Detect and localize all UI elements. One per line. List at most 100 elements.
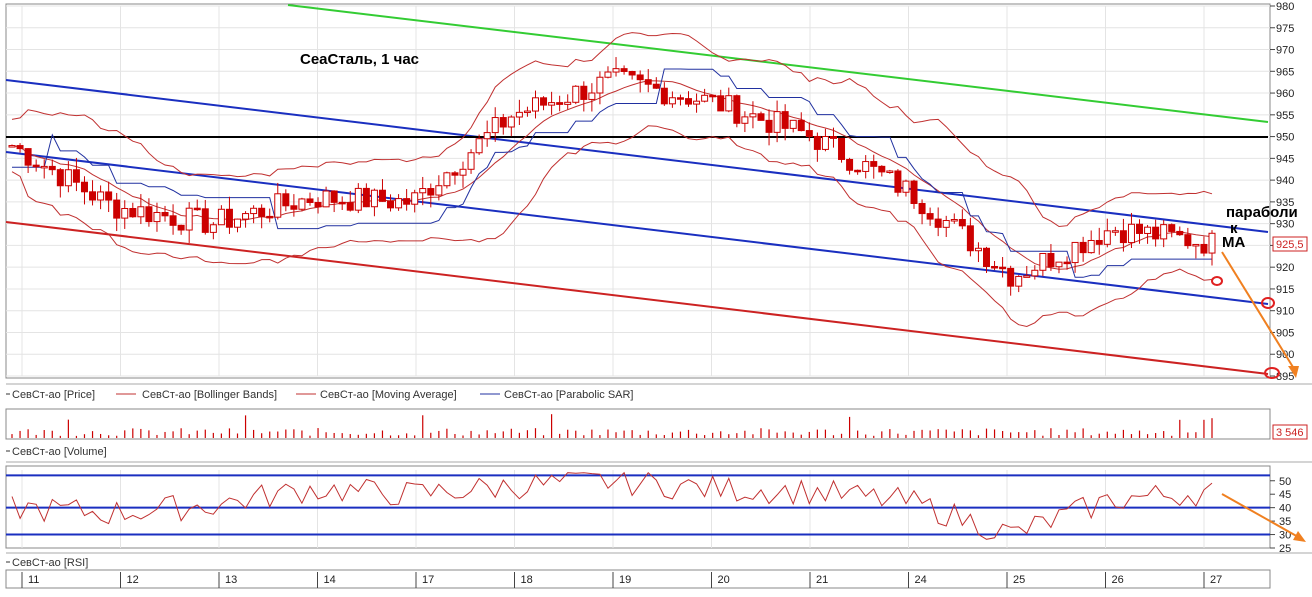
candle-body [403,198,411,205]
candle-body [749,113,757,118]
x-axis-labels: 11 12 13 14 17 18 19 20 21 24 25 26 27 [21,572,1222,588]
x-tick-label: 14 [324,574,336,586]
candle-body [701,94,709,102]
candle-body [8,145,16,148]
candle-body [48,165,56,171]
candle-body [1031,269,1039,277]
x-axis-frame [5,569,1271,589]
last-volume-label: 3 546 [1276,427,1304,439]
candle-body [556,102,564,105]
candle-body [588,92,596,100]
candle-body [338,201,346,205]
candle-body [16,145,24,150]
candle-body [346,202,354,211]
rsi-levels [6,474,1270,536]
candle-body [89,191,97,201]
candle-body [80,181,88,193]
candle-body [258,207,266,217]
candle-body [443,172,451,187]
candle-body [846,158,854,171]
candle-body [378,189,386,202]
candle-body [773,111,781,133]
y-tick-label: 895 [1276,371,1294,383]
candle-body [234,218,242,228]
candle-body [185,207,193,231]
candle-body [483,132,491,140]
candle-body [942,220,950,228]
candle-body [1055,261,1063,268]
candle-body [910,180,918,204]
candle-body [926,213,934,220]
legend-price: СевСт-ао [Price] [12,389,95,401]
price-candles [8,57,1216,296]
volume-panel-frame [5,408,1271,440]
volume-legend: СевСт-ао [Volume] [6,446,107,458]
candle-body [982,247,990,267]
candle-body [693,100,701,105]
candle-body [991,265,999,269]
candle-body [499,117,507,128]
candle-body [145,206,153,223]
candle-body [1119,230,1127,244]
y-tick-label: 955 [1276,110,1294,122]
candle-body [193,207,201,211]
candle-body [789,119,797,129]
candle-body [362,187,370,208]
grid [6,5,1270,548]
candle-body [306,198,314,203]
x-tick-label: 11 [28,574,39,586]
rsi-tick-label: 30 [1279,530,1291,542]
y-tick-label: 965 [1276,66,1294,78]
candle-body [966,225,974,252]
candle-body [1184,234,1192,247]
bollinger-lower [11,125,1213,328]
candle-body [604,71,612,78]
candle-body [652,83,660,89]
rsi-tick-label: 35 [1279,516,1291,528]
candle-body [1063,261,1071,265]
y-tick-label: 950 [1276,132,1294,144]
candle-body [999,266,1007,270]
parabolic-sar [12,68,1212,278]
candle-body [451,172,459,176]
candle-body [612,68,620,73]
candle-body [129,207,137,218]
candle-body [435,185,443,196]
candle-body [161,211,169,217]
price-y-axis: 8959009059109159209259309359409459509559… [1270,1,1294,383]
rsi-legend: СевСт-ао [RSI] [6,557,88,569]
candle-body [209,224,217,233]
x-tick-label: 18 [521,574,533,586]
candle-body [1071,241,1079,264]
candle-body [1087,239,1095,254]
candle-body [1160,224,1168,240]
candle-body [725,95,733,112]
candle-body [411,192,419,205]
candle-body [282,193,290,207]
candle-body [1007,267,1015,287]
candle-body [676,97,684,100]
y-tick-label: 975 [1276,23,1294,35]
candle-body [974,247,982,252]
y-tick-label: 945 [1276,153,1294,165]
x-tick-label: 19 [619,574,631,586]
bollinger-bands [11,32,1213,328]
candle-body [878,165,886,173]
moving-average [11,80,1213,270]
candle-body [1136,223,1144,234]
forecast-arrow-price [1221,251,1297,373]
candle-body [685,98,693,105]
candle-body [1144,226,1152,234]
candle-body [572,85,580,103]
x-tick-label: 20 [718,574,730,586]
legend-sar: СевСт-ао [Parabolic SAR] [504,389,634,401]
candle-body [274,193,282,218]
candle-body [950,219,958,222]
candle-body [709,94,717,98]
y-tick-label: 935 [1276,197,1294,209]
x-tick-label: 24 [915,574,927,586]
arrow-head-icon [1288,366,1299,378]
x-tick-label: 27 [1210,574,1222,586]
candle-body [1047,253,1055,268]
candle-body [636,74,644,81]
